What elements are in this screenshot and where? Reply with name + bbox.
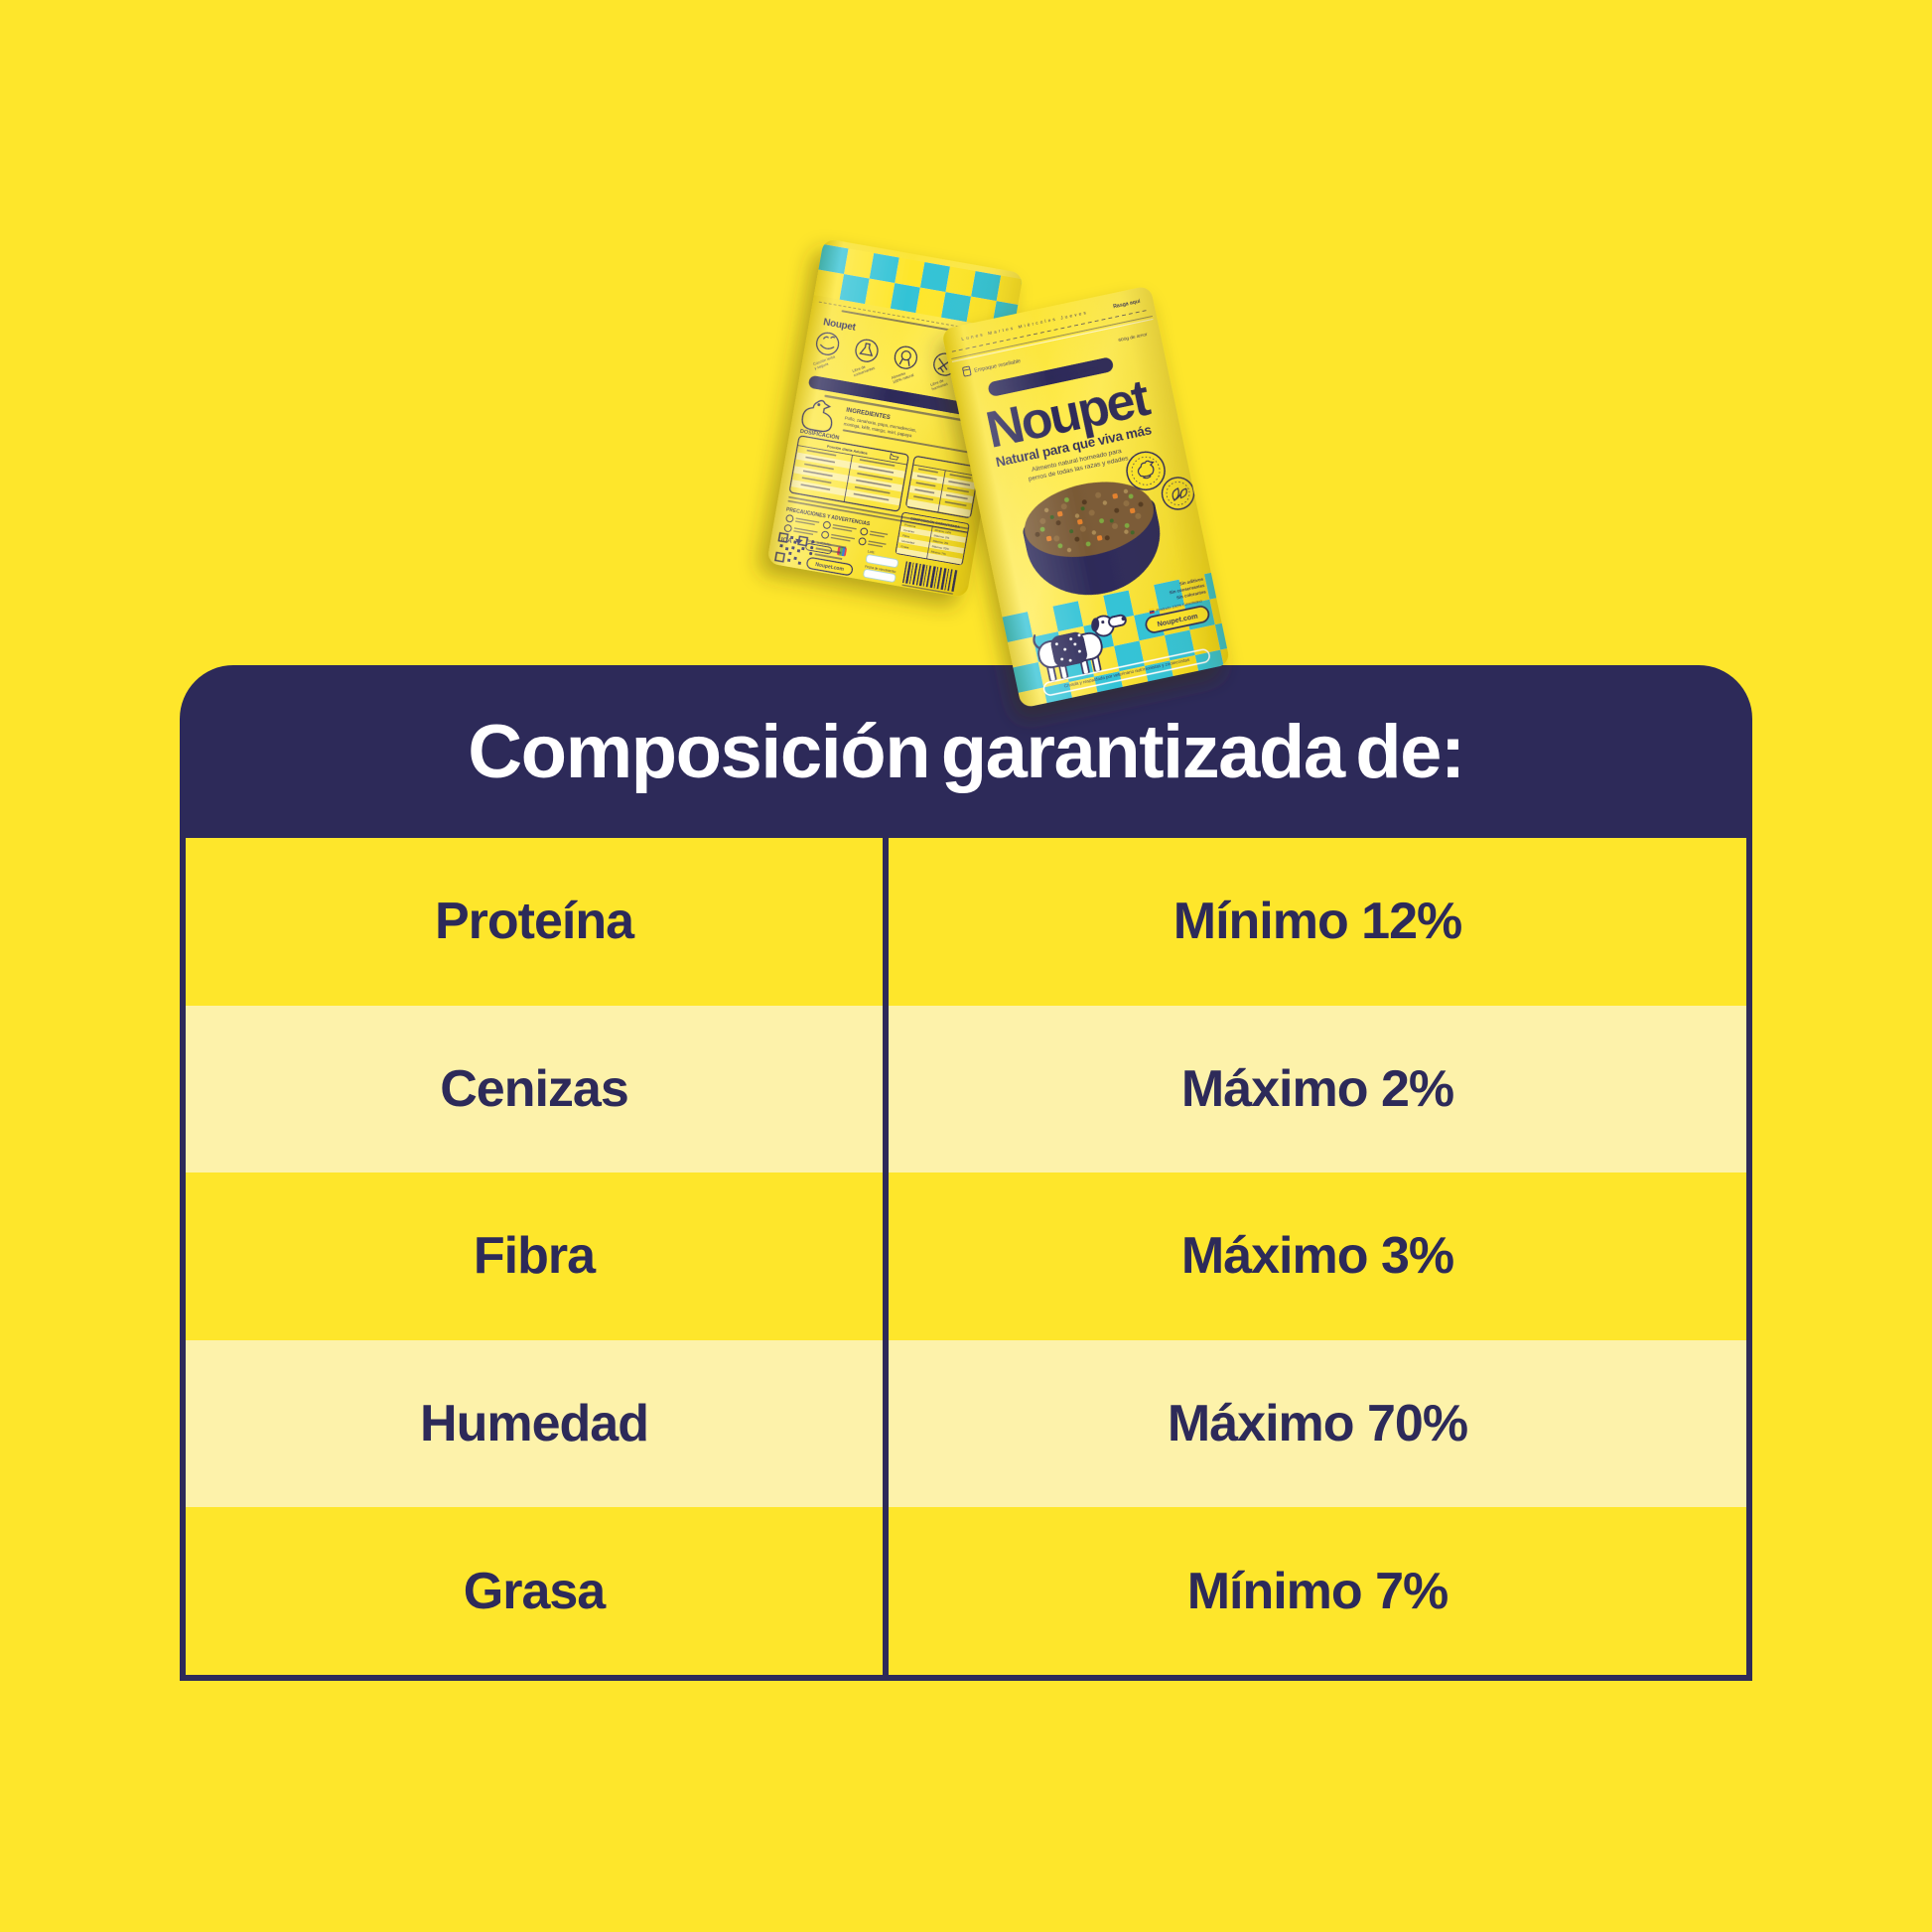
column-divider bbox=[883, 838, 889, 1006]
table-row: Humedad Máximo 70% bbox=[186, 1339, 1746, 1508]
column-divider bbox=[883, 1005, 889, 1173]
nutrient-label: Proteína bbox=[434, 893, 634, 951]
nutrient-label: Fibra bbox=[473, 1227, 596, 1286]
product-photo: Noupet Natural para que viva más bbox=[766, 238, 1231, 709]
table-row: Fibra Máximo 3% bbox=[186, 1173, 1746, 1340]
bag-sheen bbox=[941, 285, 1231, 709]
table-row: Cenizas Máximo 2% bbox=[186, 1005, 1746, 1173]
page-title: Composición garantizada de: bbox=[468, 709, 1465, 794]
guaranteed-composition-card: Composición garantizada de: Proteína Mín… bbox=[180, 665, 1752, 1681]
nutrient-label: Cenizas bbox=[440, 1059, 629, 1118]
nutrient-value: Máximo 3% bbox=[1180, 1227, 1454, 1286]
card-header: Composición garantizada de: bbox=[180, 665, 1752, 838]
nutrient-value: Máximo 2% bbox=[1180, 1059, 1454, 1118]
column-divider bbox=[883, 1339, 889, 1508]
nutrient-value: Mínimo 7% bbox=[1186, 1562, 1449, 1620]
front-bag: Lunes Martes Miércoles Jueves Rasga aquí… bbox=[941, 285, 1231, 709]
nutrient-value: Máximo 70% bbox=[1167, 1395, 1468, 1453]
nutrient-label: Humedad bbox=[420, 1395, 649, 1453]
composition-table: Proteína Mínimo 12% Cenizas Máximo 2% Fi… bbox=[180, 838, 1752, 1681]
table-row: Grasa Mínimo 7% bbox=[186, 1507, 1746, 1675]
nutrient-value: Mínimo 12% bbox=[1173, 893, 1463, 951]
column-divider bbox=[883, 1507, 889, 1675]
table-row: Proteína Mínimo 12% bbox=[186, 838, 1746, 1006]
column-divider bbox=[883, 1173, 889, 1340]
nutrient-label: Grasa bbox=[463, 1562, 606, 1620]
